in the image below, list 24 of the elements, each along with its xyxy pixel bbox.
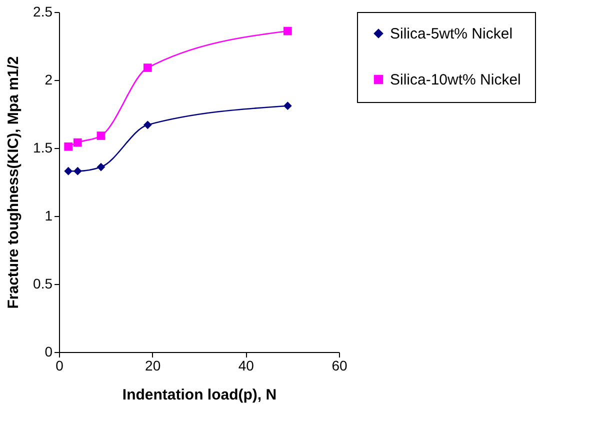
x-tick-label: 20 xyxy=(145,358,161,374)
y-tick-label: 2 xyxy=(44,72,53,88)
x-axis-title: Indentation load(p), N xyxy=(122,386,277,404)
point xyxy=(96,132,106,140)
y-tick-label: 1 xyxy=(44,208,53,224)
x-tick-label: 40 xyxy=(238,358,254,374)
y-tick-label: 0.5 xyxy=(33,276,53,292)
point xyxy=(96,162,106,172)
point xyxy=(143,64,152,72)
y-axis-title: Fracture toughness(KIC), Mpa m1/2 xyxy=(5,56,22,309)
point xyxy=(64,142,73,151)
y-tick-label: 1.5 xyxy=(33,140,53,156)
x-tick-label: 60 xyxy=(332,358,348,374)
point xyxy=(283,102,292,110)
y-tick-label: 0 xyxy=(44,344,53,360)
legend-label: Silica-10wt% Nickel xyxy=(390,72,521,88)
x-tick-label: 0 xyxy=(56,358,64,374)
point xyxy=(73,138,82,147)
y-tick-label: 2.5 xyxy=(33,4,53,20)
point xyxy=(143,120,152,130)
point xyxy=(283,26,292,36)
legend-label: Silica-5wt% Nickel xyxy=(390,26,513,42)
point xyxy=(64,166,73,176)
point xyxy=(73,166,82,176)
